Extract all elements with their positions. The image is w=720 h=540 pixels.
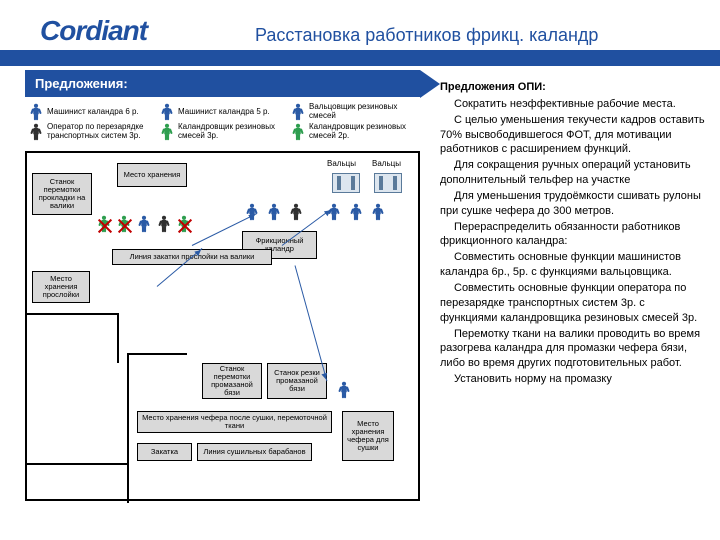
wall <box>127 353 129 503</box>
legend-item: Машинист каландра 5 р. <box>160 103 285 121</box>
left-header: Предложения: <box>25 70 420 97</box>
right-paragraph: Перераспределить обязанности работников … <box>440 220 705 250</box>
right-paragraph: Совместить основные функции машинистов к… <box>440 250 705 280</box>
right-paragraph: Для уменьшения трудоёмкости сшивать руло… <box>440 189 705 219</box>
worker-icon <box>337 381 353 403</box>
worker-icon <box>157 215 173 237</box>
right-paragraph: Перемотку ткани на валики проводить во в… <box>440 327 705 372</box>
right-paragraph: С целью уменьшения текучести кадров оста… <box>440 113 705 158</box>
page-title: Расстановка работников фрикц. каландр <box>255 25 598 46</box>
right-paragraphs: Сократить неэффективные рабочие места.С … <box>440 97 705 387</box>
worker-icon <box>177 215 193 237</box>
legend-item: Каландровщик резиновых смесей 3р. <box>160 123 285 141</box>
box-storage: Место хранения <box>117 163 187 187</box>
legend-item: Вальцовщик резиновых смесей <box>291 103 416 121</box>
right-paragraph: Сократить неэффективные рабочие места. <box>440 97 705 112</box>
worker-icon <box>267 203 283 225</box>
legend-label: Каландровщик резиновых смесей 2р. <box>309 123 416 141</box>
wall <box>27 463 127 465</box>
box-cutter-bimp: Станок резки промазаной бязи <box>267 363 327 399</box>
worker-icon <box>289 203 305 225</box>
worker-icon <box>117 215 133 237</box>
wall <box>127 353 187 355</box>
legend-item: Каландровщик резиновых смесей 2р. <box>291 123 416 141</box>
title-bar <box>0 50 720 66</box>
legend: Машинист каландра 6 р. Машинист каландра… <box>25 97 420 147</box>
legend-label: Вальцовщик резиновых смесей <box>309 103 416 121</box>
worker-icon <box>97 215 113 237</box>
worker-icon <box>137 215 153 237</box>
wall <box>27 313 117 315</box>
right-heading: Предложения ОПИ: <box>440 80 705 95</box>
box-drums-line: Линия сушильных барабанов <box>197 443 312 461</box>
legend-item: Оператор по перезарядке транспортных сис… <box>29 123 154 141</box>
right-panel: Предложения ОПИ: Сократить неэффективные… <box>440 80 705 388</box>
worker-icon <box>371 203 387 225</box>
left-panel: Предложения: Машинист каландра 6 р. Маши… <box>25 70 420 501</box>
legend-item: Машинист каландра 6 р. <box>29 103 154 121</box>
box-storage-chefer-after: Место хранения чефера после сушки, перем… <box>137 411 332 433</box>
machine-label: Вальцы <box>327 159 356 168</box>
legend-label: Машинист каландра 5 р. <box>178 108 270 117</box>
legend-label: Машинист каландра 6 р. <box>47 108 139 117</box>
legend-label: Оператор по перезарядке транспортных сис… <box>47 123 154 141</box>
machine <box>374 173 402 193</box>
legend-label: Каландровщик резиновых смесей 3р. <box>178 123 285 141</box>
box-storage-liner: Место хранения прослойки <box>32 271 90 303</box>
worker-icon <box>349 203 365 225</box>
brand-logo: Cordiant <box>40 15 147 47</box>
box-rewinder-liner: Станок перемотки прокладки на валики <box>32 173 92 215</box>
right-paragraph: Для сокращения ручных операций установит… <box>440 158 705 188</box>
wall <box>117 313 119 363</box>
box-zakatka: Закатка <box>137 443 192 461</box>
diagram: Место хранения Станок перемотки прокладки… <box>25 151 420 501</box>
right-paragraph: Установить норму на промазку <box>440 372 705 387</box>
machine <box>332 173 360 193</box>
right-paragraph: Совместить основные функции оператора по… <box>440 281 705 326</box>
box-storage-chefer-dry: Место хранения чефера для сушки <box>342 411 394 461</box>
box-rewinder-bimp: Станок перемотки промазаной бязи <box>202 363 262 399</box>
machine-label: Вальцы <box>372 159 401 168</box>
